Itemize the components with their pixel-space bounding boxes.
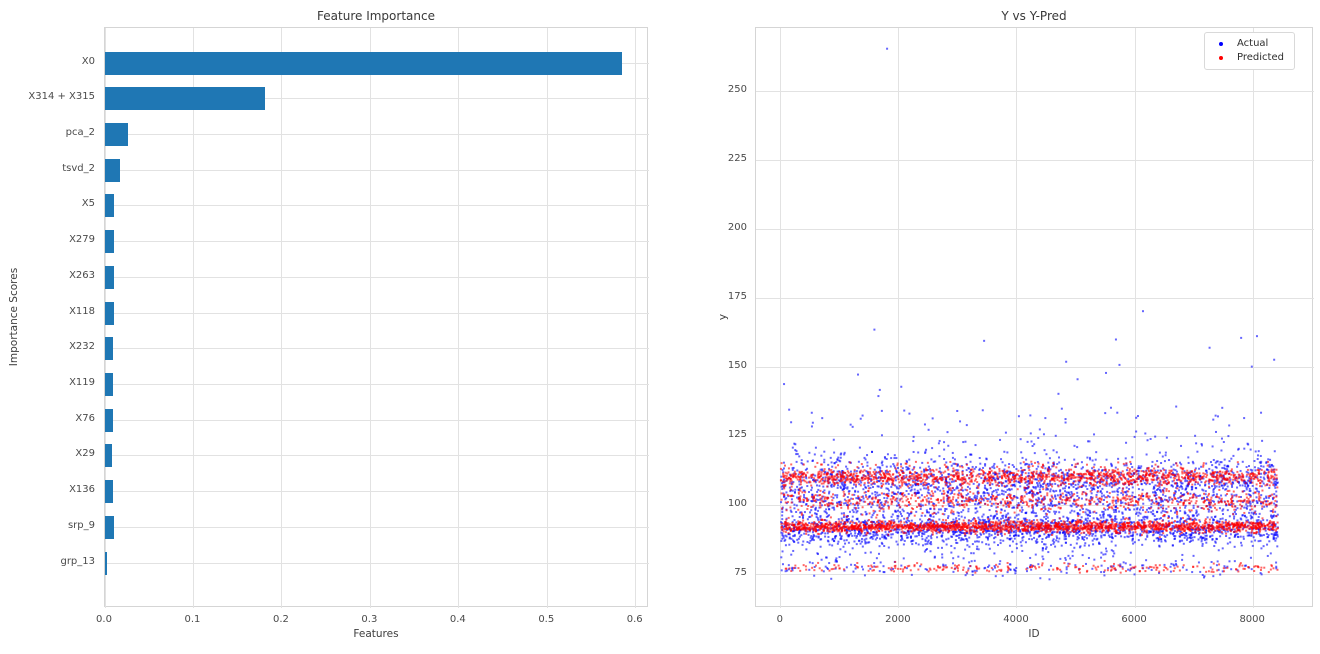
category-label: X118 [69, 305, 95, 317]
category-label: X136 [69, 484, 95, 496]
y-tick-label: 125 [727, 429, 747, 441]
category-label: srp_9 [67, 519, 95, 531]
legend-label: Predicted [1237, 52, 1284, 63]
y-axis-label: y [717, 313, 729, 321]
bar-X5 [105, 194, 115, 218]
bar-X0 [105, 51, 622, 75]
y-tick-label: 100 [727, 498, 747, 510]
bar-X29 [105, 444, 113, 468]
category-label: X232 [69, 341, 95, 353]
bar-X119 [105, 372, 114, 396]
gridline-y [105, 169, 649, 171]
y-tick-label: 250 [727, 84, 747, 96]
bar-X118 [105, 301, 114, 325]
category-label: X263 [69, 269, 95, 281]
x-axis-label: ID [1028, 628, 1040, 640]
category-label: X0 [81, 55, 95, 67]
y-tick-label: 75 [734, 567, 747, 579]
x-tick-label: 0.1 [184, 614, 201, 625]
gridline-x [192, 28, 194, 608]
gridline-y [105, 419, 649, 421]
x-tick-label: 0.4 [449, 614, 466, 625]
category-label: X279 [69, 234, 95, 246]
x-tick-label: 6000 [1121, 614, 1147, 625]
x-tick-label: 0.6 [626, 614, 643, 625]
bar-pca_2 [105, 122, 128, 146]
x-tick-label: 0 [776, 614, 783, 625]
y-axis-label: Importance Scores [8, 267, 20, 367]
x-tick-label: 4000 [1003, 614, 1029, 625]
gridline-y [105, 455, 649, 457]
gridline-y [105, 133, 649, 135]
gridline-y [105, 276, 649, 278]
gridline-x [546, 28, 548, 608]
gridline-y [105, 312, 649, 314]
category-label: grp_13 [60, 555, 95, 567]
bar-X279 [105, 230, 114, 254]
category-label: X5 [81, 198, 95, 210]
legend-item-actual: Actual [1213, 37, 1284, 51]
scatter-points-canvas [756, 28, 1314, 608]
gridline-y [105, 526, 649, 528]
gridline-y [105, 348, 649, 350]
scatter-plot-area: Actual Predicted [755, 27, 1314, 608]
category-label: X314 + X315 [28, 91, 95, 103]
bar-plot-area [104, 27, 649, 608]
category-label: pca_2 [65, 126, 95, 138]
predicted-marker-icon [1219, 56, 1223, 60]
y-tick-label: 175 [727, 291, 747, 303]
bar-X136 [105, 480, 113, 504]
bar-X263 [105, 265, 114, 289]
gridline-x [369, 28, 371, 608]
y-tick-label: 200 [727, 222, 747, 234]
chart-title: Feature Importance [317, 9, 435, 23]
x-tick-label: 8000 [1239, 614, 1265, 625]
gridline-x [281, 28, 283, 608]
x-tick-label: 0.5 [538, 614, 555, 625]
x-axis-label: Features [353, 628, 399, 640]
gridline-y [105, 241, 649, 243]
y-tick-label: 150 [727, 360, 747, 372]
gridline-y [105, 383, 649, 385]
gridline-y [105, 491, 649, 493]
y-tick-label: 225 [727, 153, 747, 165]
x-tick-label: 2000 [885, 614, 911, 625]
legend: Actual Predicted [1204, 32, 1295, 70]
bar-tsvd_2 [105, 158, 121, 182]
x-tick-label: 0.0 [96, 614, 112, 625]
chart-title: Y vs Y-Pred [1001, 9, 1067, 23]
x-tick-label: 0.3 [361, 614, 378, 625]
actual-marker-icon [1219, 42, 1223, 46]
x-tick-label: 0.2 [272, 614, 289, 625]
legend-item-predicted: Predicted [1213, 51, 1284, 65]
gridline-x [635, 28, 637, 608]
category-label: tsvd_2 [62, 162, 95, 174]
gridline-x [458, 28, 460, 608]
legend-label: Actual [1237, 38, 1269, 49]
category-label: X76 [75, 412, 95, 424]
bar-X232 [105, 337, 114, 361]
bar-X314+X315 [105, 87, 266, 111]
gridline-y [105, 98, 649, 100]
gridline-y [105, 205, 649, 207]
bar-X76 [105, 408, 113, 432]
gridline-y [105, 562, 649, 564]
category-label: X119 [69, 376, 95, 388]
category-label: X29 [75, 448, 95, 460]
bar-grp_13 [105, 551, 107, 575]
bar-srp_9 [105, 515, 114, 539]
